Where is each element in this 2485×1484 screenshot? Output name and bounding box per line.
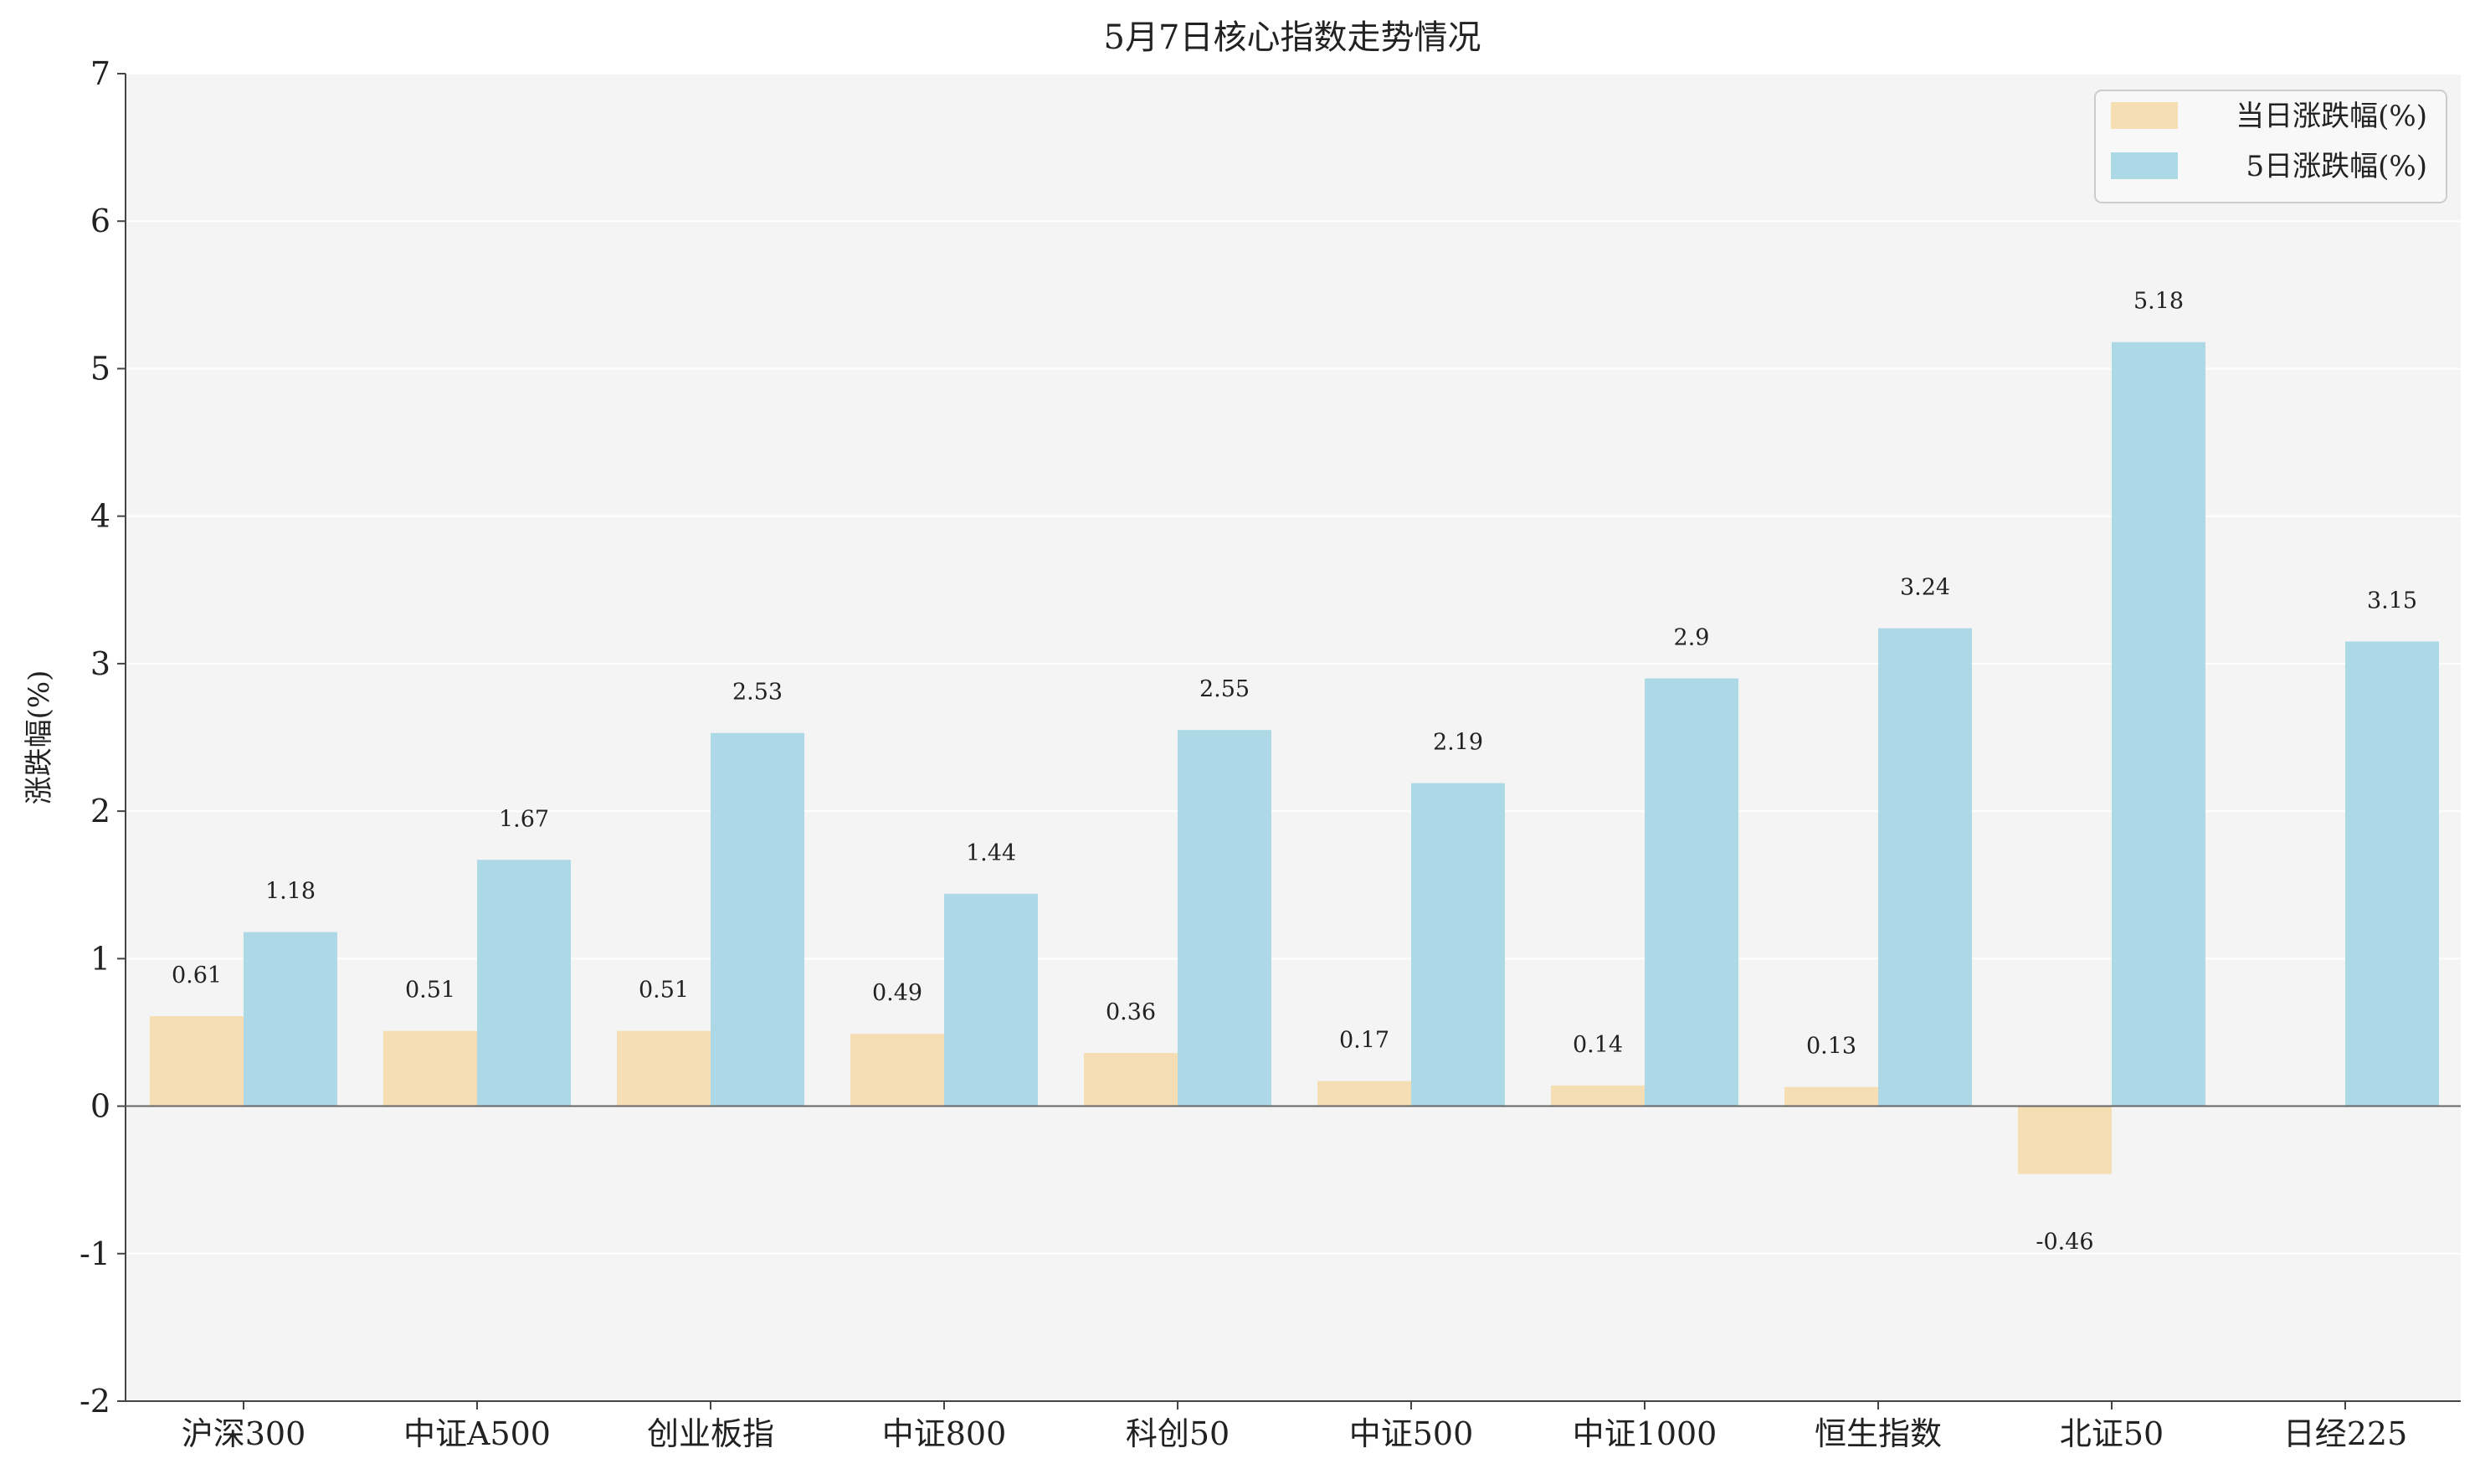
bar: [383, 1030, 477, 1107]
data-label: 1.67: [499, 806, 549, 832]
y-tick-label: 1: [90, 940, 110, 977]
legend-box: [2094, 90, 2447, 203]
data-label: 0.36: [1106, 999, 1156, 1025]
bar: [1784, 1086, 1878, 1107]
axes: -2 -1 0 1 2 3 4 5 6 7 沪深300 中证A500 创业板指 中证800 科创50 中证50…: [80, 55, 2461, 1452]
data-label: 2.19: [1433, 730, 1483, 756]
y-tick-label: 3: [90, 645, 110, 682]
data-label: 2.55: [1199, 676, 1250, 702]
data-label: 0.51: [639, 978, 689, 1004]
bar: [2018, 1106, 2112, 1174]
bar: [1645, 678, 1738, 1107]
data-label: -0.46: [2036, 1230, 2093, 1255]
x-tick-label: 科创50: [1126, 1415, 1230, 1452]
bar: [244, 932, 337, 1107]
data-label: 2.53: [732, 680, 783, 706]
y-tick-label: -2: [80, 1383, 110, 1420]
data-label: 0.51: [405, 978, 455, 1004]
y-tick-label: -1: [80, 1235, 110, 1272]
bar: [1551, 1085, 1645, 1107]
bar: [1878, 628, 1972, 1107]
y-axis-label: 涨跌幅(%): [23, 670, 56, 805]
x-tick-label: 中证800: [882, 1415, 1007, 1452]
x-tick-label: 北证50: [2060, 1415, 2164, 1452]
legend-label: 5日涨跌幅(%): [2246, 150, 2427, 183]
bar: [1317, 1081, 1411, 1107]
legend-label: 当日涨跌幅(%): [2236, 100, 2427, 133]
bar: [1178, 730, 1271, 1107]
y-tick-label: 6: [90, 203, 110, 239]
data-label: 1.44: [966, 840, 1016, 866]
x-tick-label: 创业板指: [647, 1415, 774, 1452]
bar: [850, 1034, 944, 1107]
x-tick-label: 中证A500: [403, 1415, 551, 1452]
data-label: 3.24: [1900, 575, 1950, 601]
y-tick-label: 5: [90, 350, 110, 387]
data-label: 3.15: [2367, 588, 2417, 614]
bar: [944, 893, 1038, 1107]
legend-swatch: [2111, 152, 2178, 179]
bar: [1411, 783, 1505, 1107]
y-tick-label: 0: [90, 1088, 110, 1125]
x-tick-label: 日经225: [2283, 1415, 2408, 1452]
bar: [2112, 341, 2205, 1107]
x-tick-label: 中证500: [1349, 1415, 1474, 1452]
bars: [150, 341, 2439, 1174]
y-tick-label: 2: [90, 793, 110, 829]
bar: [617, 1030, 711, 1107]
plot-area: [126, 74, 2461, 1401]
x-tick-label: 恒生指数: [1815, 1415, 1942, 1452]
legend: 当日涨跌幅(%) 5日涨跌幅(%): [2094, 90, 2447, 203]
data-label: 0.13: [1806, 1034, 1856, 1060]
bar: [150, 1016, 244, 1107]
x-tick-label: 沪深300: [182, 1415, 306, 1452]
y-tick-label: 4: [90, 498, 110, 535]
data-labels: 0.61 1.18 0.51 1.67 0.51 2.53 0.49 1.44 0.36 2.55…: [172, 289, 2417, 1255]
data-label: 2.9: [1674, 625, 1710, 651]
data-label: 0.14: [1573, 1032, 1623, 1058]
chart-title: 5月7日核心指数走势情况: [1104, 18, 1481, 57]
bar: [2345, 641, 2439, 1107]
data-label: 0.49: [872, 980, 922, 1006]
data-label: 1.18: [265, 879, 316, 905]
data-label: 0.17: [1339, 1028, 1389, 1054]
data-label: 0.61: [172, 963, 222, 988]
bar: [477, 860, 571, 1107]
data-label: 5.18: [2133, 289, 2184, 315]
x-tick-label: 中证1000: [1573, 1415, 1717, 1452]
legend-swatch: [2111, 102, 2178, 129]
y-tick-label: 7: [90, 55, 110, 92]
bar: [1084, 1053, 1178, 1107]
bar: [711, 732, 804, 1107]
